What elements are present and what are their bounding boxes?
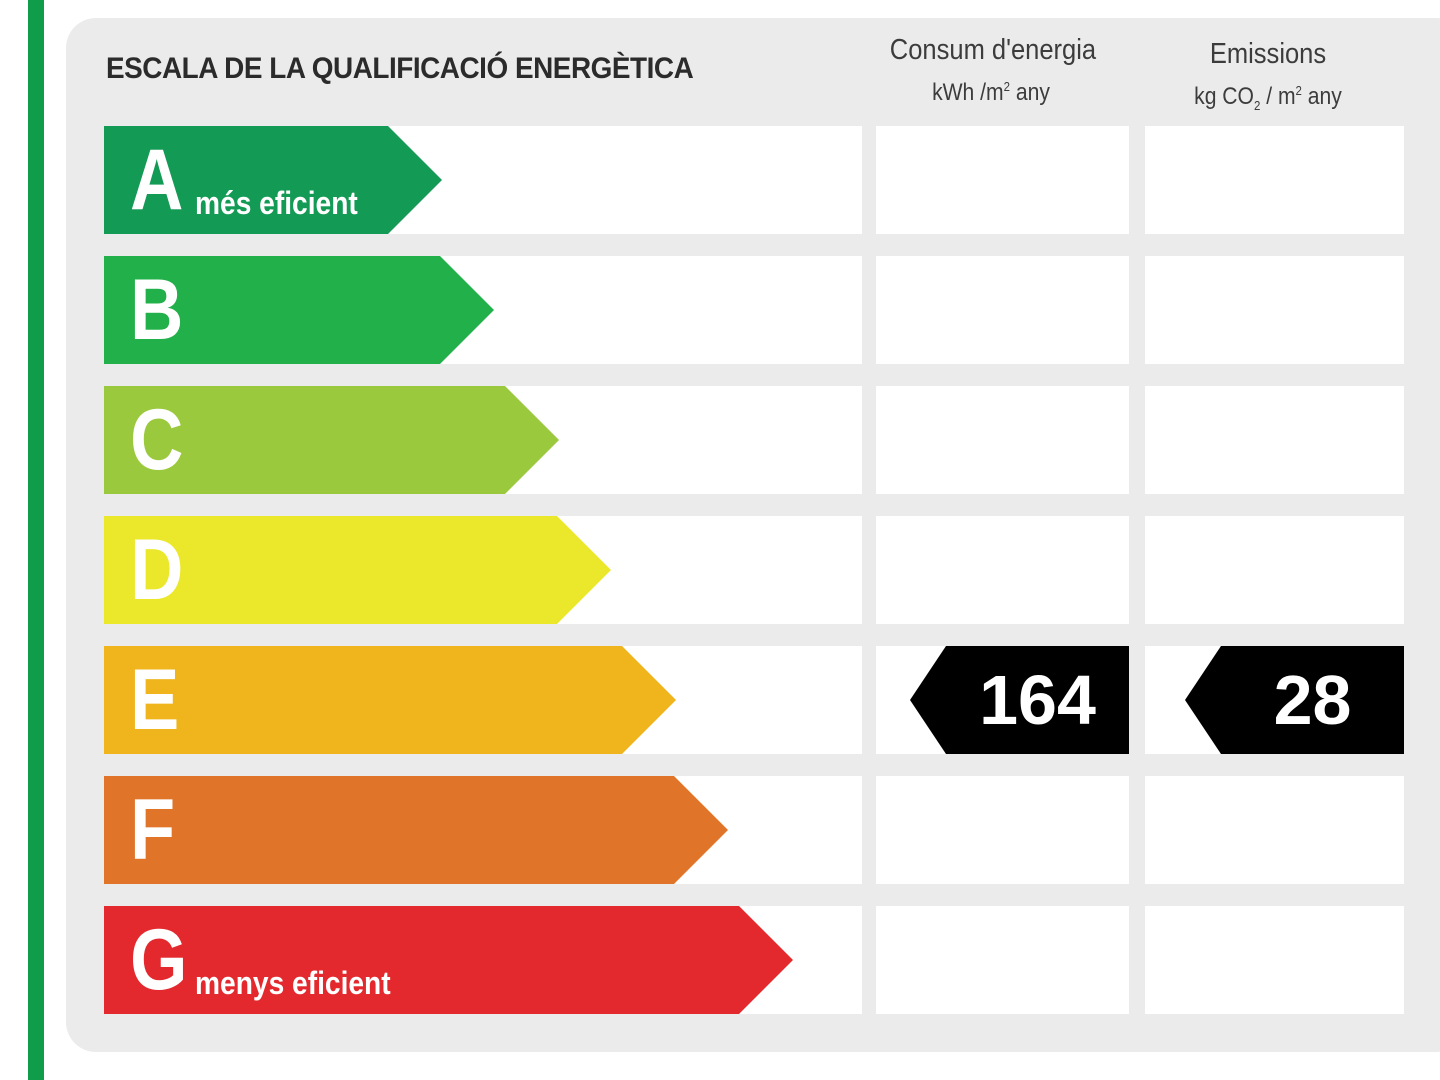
rating-row-b: B [104, 256, 1404, 364]
rating-arrow-d: D [104, 516, 611, 624]
rating-arrow-b: B [104, 256, 494, 364]
energy-heading: Consum d'energia [889, 34, 1097, 66]
emis-cell [1145, 256, 1404, 364]
energy-unit: kWh /m2 any [932, 79, 1050, 106]
scale-title: ESCALA DE LA QUALIFICACIÓ ENERGÈTICA [106, 52, 694, 85]
emis-cell [1145, 776, 1404, 884]
rating-arrow-f: F [104, 776, 728, 884]
emissions-value-indicator: 28 [1185, 646, 1404, 754]
energy-cell [876, 126, 1129, 234]
emis-cell [1145, 126, 1404, 234]
rating-letter: D [130, 522, 184, 618]
energy-cell [876, 906, 1129, 1014]
rating-row-e: E 164 28 [104, 646, 1404, 754]
rating-arrow-c: C [104, 386, 559, 494]
emissions-value: 28 [1273, 661, 1352, 739]
emis-cell [1145, 906, 1404, 1014]
rating-sublabel: menys eficient [195, 965, 391, 1001]
energy-cell [876, 386, 1129, 494]
rating-letter: A [130, 132, 184, 228]
emis-cell [1145, 386, 1404, 494]
left-stripe [28, 0, 44, 1080]
energy-cell [876, 516, 1129, 624]
rating-sublabel: més eficient [195, 185, 358, 221]
rating-row-d: D [104, 516, 1404, 624]
rating-arrow-e: E [104, 646, 676, 754]
rating-letter: C [130, 392, 184, 488]
energy-value-indicator: 164 [910, 646, 1129, 754]
rating-letter: F [130, 782, 176, 878]
energy-cell [876, 776, 1129, 884]
energy-cell [876, 256, 1129, 364]
rating-letter: G [130, 912, 188, 1008]
emissions-heading: Emissions [1209, 38, 1327, 70]
rating-row-c: C [104, 386, 1404, 494]
emissions-unit: kg CO2 / m2 any [1194, 83, 1342, 113]
energy-column-header: Consum d'energia kWh /m2 any [876, 34, 1106, 107]
energy-value: 164 [979, 661, 1096, 739]
emis-cell [1145, 516, 1404, 624]
rating-letter: E [130, 652, 180, 748]
rating-letter: B [130, 262, 184, 358]
rating-row-f: F [104, 776, 1404, 884]
emissions-column-header: Emissions kg CO2 / m2 any [1150, 38, 1386, 113]
